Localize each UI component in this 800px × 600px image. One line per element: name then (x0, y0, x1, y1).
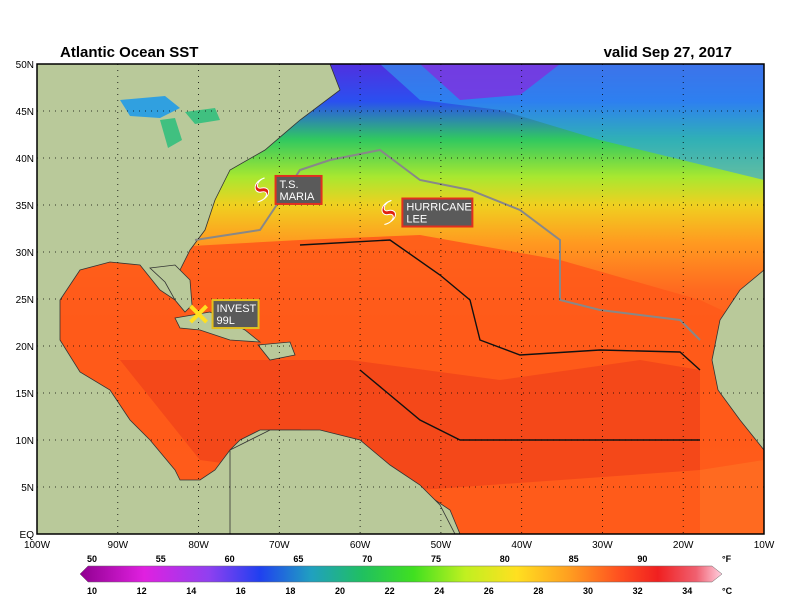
c-label: 28 (533, 586, 543, 596)
lat-label: 20N (16, 342, 34, 353)
lat-label: 40N (16, 154, 34, 165)
f-label: 75 (431, 554, 441, 564)
storm-label-box (401, 197, 474, 228)
grid-lines (37, 64, 764, 534)
c-label: 10 (87, 586, 97, 596)
storm-marker-maria[interactable]: T.S. MARIA (254, 174, 323, 205)
map-frame (36, 63, 765, 535)
storm-label-line2: 99L (217, 315, 235, 327)
lat-label: 25N (16, 295, 34, 306)
lat-label: 5N (21, 483, 34, 494)
lat-label: 10N (16, 436, 34, 447)
c-label: 22 (385, 586, 395, 596)
f-label: 80 (500, 554, 510, 564)
lat-label: 15N (16, 389, 34, 400)
f-label: 50 (87, 554, 97, 564)
storm-label-line2: MARIA (280, 191, 316, 203)
celsius-labels: 10 12 14 16 18 20 22 24 26 28 30 32 34 (87, 586, 692, 596)
lon-label: 70W (269, 540, 290, 551)
c-label: 16 (236, 586, 246, 596)
lat-label: EQ (20, 530, 35, 541)
c-unit: °C (722, 586, 733, 596)
c-label: 32 (633, 586, 643, 596)
f-label: 85 (569, 554, 579, 564)
lon-label: 20W (673, 540, 694, 551)
longitude-labels: 100W 90W 80W 70W 60W 50W 40W 30W 20W 10W (24, 540, 775, 551)
storm-label-line1: T.S. (280, 179, 299, 191)
lat-label: 50N (16, 60, 34, 71)
hurricane-icon (381, 200, 396, 226)
lon-label: 40W (511, 540, 532, 551)
c-label: 30 (583, 586, 593, 596)
invest-x-icon (189, 304, 208, 324)
lat-label: 45N (16, 107, 34, 118)
c-label: 26 (484, 586, 494, 596)
map-title: Atlantic Ocean SST (60, 44, 199, 61)
storm-label-box (211, 299, 260, 330)
f-label: 90 (637, 554, 647, 564)
latitude-labels: 50N 45N 40N 35N 30N 25N 20N 15N 10N 5N E… (16, 60, 35, 541)
lon-label: 90W (108, 540, 129, 551)
c-label: 34 (682, 586, 692, 596)
storm-marker-invest-99l[interactable]: INVEST 99L (189, 299, 260, 330)
c-label: 14 (186, 586, 196, 596)
c-label: 12 (137, 586, 147, 596)
africa-land (711, 269, 764, 451)
f-label: 55 (156, 554, 166, 564)
storm-label-line2: LEE (406, 214, 427, 226)
lat-label: 35N (16, 201, 34, 212)
tropical-storm-icon (254, 177, 270, 203)
f-label: 70 (362, 554, 372, 564)
storm-label-box (274, 174, 323, 205)
storm-marker-lee[interactable]: HURRICANE LEE (381, 197, 474, 228)
lon-label: 10W (754, 540, 775, 551)
c-label: 20 (335, 586, 345, 596)
c-label: 24 (434, 586, 444, 596)
valid-date: valid Sep 27, 2017 (603, 44, 732, 61)
lon-label: 80W (188, 540, 209, 551)
fahrenheit-labels: 50 55 60 65 70 75 80 85 90 (87, 554, 647, 564)
colorbar: 50 55 60 65 70 75 80 85 90 °F 10 12 14 1… (79, 554, 733, 596)
lon-label: 30W (592, 540, 613, 551)
south-america-land (229, 429, 456, 534)
f-unit: °F (722, 554, 732, 564)
storm-label-line1: HURRICANE (406, 202, 471, 214)
lat-label: 30N (16, 248, 34, 259)
c-label: 18 (285, 586, 295, 596)
f-label: 60 (225, 554, 235, 564)
lon-label: 50W (431, 540, 452, 551)
lon-label: 100W (24, 540, 51, 551)
f-label: 65 (293, 554, 303, 564)
storm-label-line1: INVEST (217, 303, 257, 315)
colorbar-strip (79, 565, 723, 583)
lon-label: 60W (350, 540, 371, 551)
